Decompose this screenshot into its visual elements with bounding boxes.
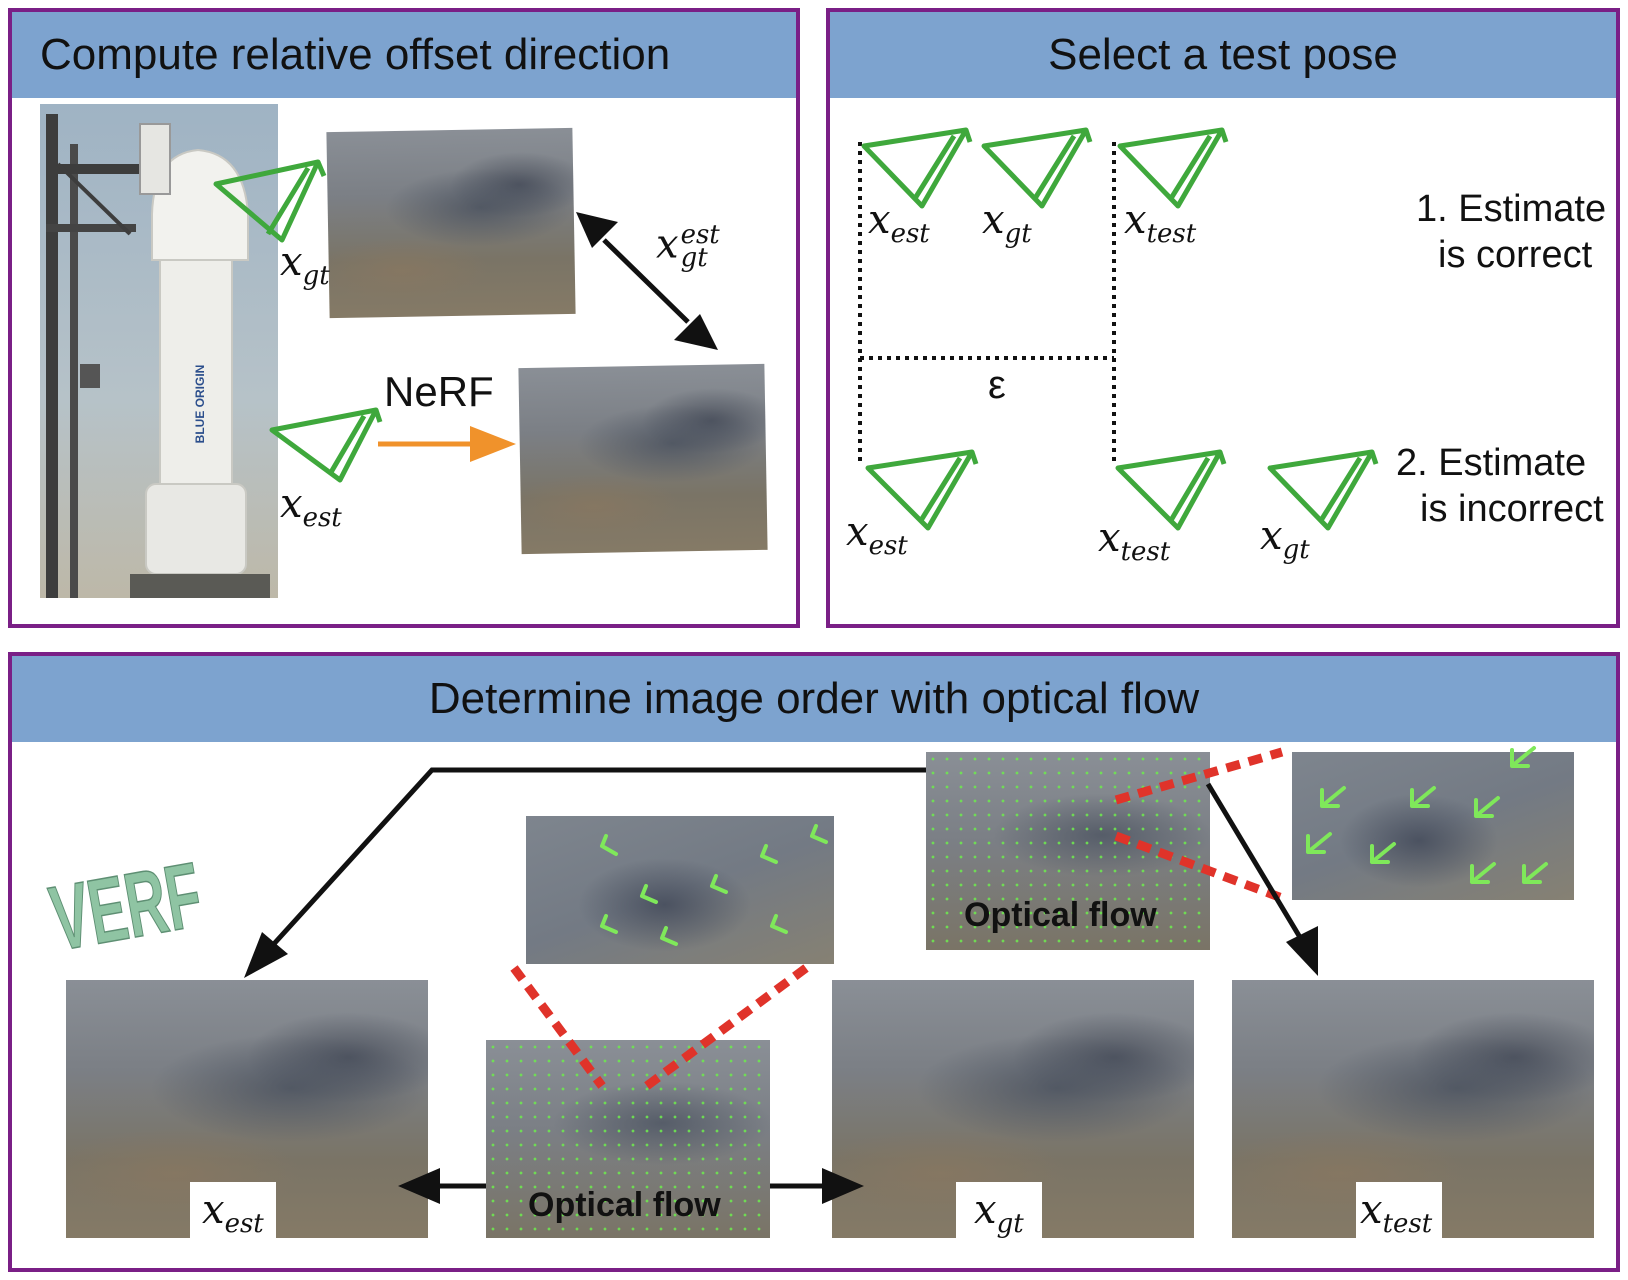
flow-zoom-inset-est-gt	[526, 816, 834, 964]
camera-frustum-icon	[1117, 127, 1229, 209]
case-correct-line1: 1. Estimate	[1416, 188, 1607, 230]
image-label-gt: xgt	[956, 1182, 1042, 1238]
zoom-indicator-lines	[510, 747, 1284, 1092]
optical-flow-label: Optical flow	[964, 896, 1157, 934]
double-arrow-icon	[576, 212, 718, 350]
panel-offset-direction: Compute relative offset direction BLUE O…	[8, 8, 800, 628]
label-x-gt: xgt	[1260, 513, 1310, 565]
panel-optical-flow: Determine image order with optical flow …	[8, 652, 1620, 1272]
label-x-gt: xgt	[280, 239, 330, 291]
camera-frustum-icon	[213, 159, 327, 243]
label-x-gt-est: x est gt	[656, 220, 720, 274]
camera-frustum-icon	[861, 127, 973, 209]
case-incorrect-line2: is incorrect	[1420, 488, 1604, 530]
nerf-label: NeRF	[384, 368, 494, 415]
panel-title: Compute relative offset direction	[12, 12, 796, 98]
label-x-est: xest	[846, 509, 908, 561]
arrow-icon	[244, 767, 926, 978]
rocket-photo: BLUE ORIGIN	[40, 104, 278, 598]
epsilon-label: ε	[988, 363, 1006, 407]
panel-flow-graphics: VERF	[43, 746, 1548, 1204]
optical-flow-label: Optical flow	[528, 1186, 721, 1224]
optical-flow-image-est-gt	[486, 1040, 770, 1238]
epsilon-bracket	[858, 142, 1116, 464]
camera-frustum-icon	[981, 127, 1093, 209]
panel-select-test-pose: Select a test pose	[826, 8, 1620, 628]
arrow-icon	[770, 1168, 864, 1204]
case-correct-line2: is correct	[1438, 234, 1593, 276]
flow-vectors	[1306, 746, 1548, 884]
svg-text:VERF: VERF	[43, 844, 208, 970]
camera-frustum-icon	[1115, 449, 1227, 531]
flow-vectors	[600, 824, 828, 946]
camera-frustum-icon	[1267, 449, 1379, 531]
label-x-test: xtest	[1124, 197, 1197, 249]
panel-test-pose-graphics	[858, 127, 1379, 531]
arrow-icon	[1205, 782, 1318, 976]
camera-frustum-icon	[865, 449, 979, 531]
case-incorrect-line1: 2. Estimate	[1396, 442, 1587, 484]
image-label-est: xest	[190, 1182, 276, 1238]
image-label-test: xtest	[1356, 1182, 1442, 1238]
verf-logo: VERF	[43, 843, 210, 971]
flow-zoom-inset-gt-test	[1292, 752, 1574, 900]
arrow-icon	[398, 1168, 486, 1204]
label-x-gt: xgt	[982, 197, 1032, 249]
label-x-est: xest	[868, 197, 930, 249]
label-x-est: xest	[280, 481, 342, 533]
nerf-arrow-icon	[378, 426, 516, 462]
camera-frustum-icon	[269, 407, 383, 483]
rocket-logo-text: BLUE ORIGIN	[193, 365, 207, 444]
label-x-test: xtest	[1098, 515, 1171, 567]
panel-title: Determine image order with optical flow	[12, 656, 1616, 742]
panel-title: Select a test pose	[830, 12, 1616, 98]
rocket-illustration: BLUE ORIGIN	[46, 114, 270, 598]
panel-offset-graphics	[213, 159, 718, 483]
